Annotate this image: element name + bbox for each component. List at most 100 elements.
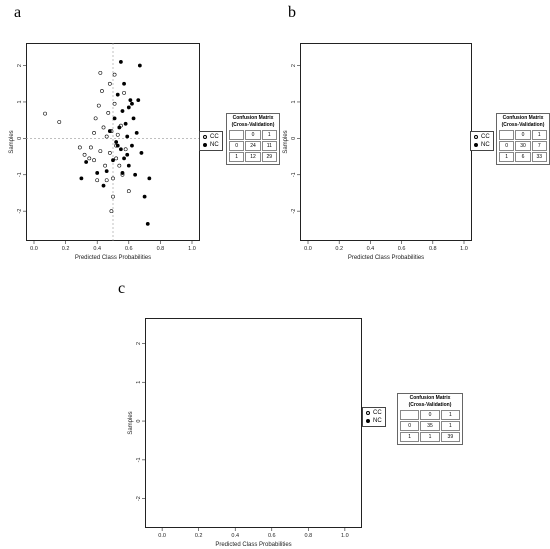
- data-point-nc: [126, 163, 131, 168]
- scatter-panel-b: [300, 43, 472, 241]
- data-point-nc: [107, 129, 112, 133]
- data-point-nc: [133, 172, 138, 177]
- confusion-matrix-title-line1: Confusion Matrix: [502, 115, 544, 121]
- filled-circle-icon: [366, 419, 370, 423]
- confusion-matrix-grid: 0 1 0 30 7 1 6 33: [497, 128, 549, 164]
- data-point-cc: [98, 70, 103, 75]
- data-point-cc: [111, 194, 115, 199]
- data-point-nc: [84, 160, 89, 164]
- data-point-cc: [107, 81, 112, 86]
- cm-cell: 35: [420, 421, 440, 431]
- legend-label-cc: CC: [210, 134, 219, 140]
- legend-entry-nc: NC: [474, 141, 490, 149]
- data-point-nc: [136, 98, 141, 103]
- x-axis-title: Predicted Class Probabilities: [215, 542, 291, 548]
- data-point-cc: [92, 130, 96, 135]
- data-point-cc: [98, 149, 103, 154]
- data-point-cc: [77, 145, 82, 150]
- data-point-cc: [109, 209, 114, 214]
- data-point-cc: [101, 125, 106, 130]
- open-circle-icon: [366, 411, 370, 415]
- cm-cell: 0: [245, 130, 261, 140]
- confusion-matrix-title-line2: (Cross-Validation): [408, 401, 452, 408]
- cm-cell: 1: [400, 432, 420, 442]
- data-point-nc: [79, 176, 84, 181]
- x-tick-label: 0.8: [304, 533, 312, 539]
- x-axis-title: Predicted Class Probabilities: [348, 255, 424, 261]
- cm-cell: 7: [531, 141, 547, 151]
- data-point-cc: [107, 151, 112, 155]
- y-tick-label: 2: [17, 64, 23, 67]
- data-point-nc: [123, 121, 128, 126]
- y-axis-title: Samples: [128, 411, 134, 434]
- legend-entry-cc: CC: [474, 133, 490, 141]
- cm-cell: 1: [499, 152, 515, 162]
- data-point-cc: [115, 132, 120, 137]
- y-tick-label: -1: [17, 172, 23, 177]
- data-point-nc: [95, 171, 100, 175]
- cm-cell: 29: [261, 152, 277, 162]
- confusion-matrix-title-line2: (Cross-Validation): [231, 121, 275, 128]
- data-point-cc: [92, 158, 96, 163]
- data-point-cc: [93, 116, 98, 121]
- y-tick-label: -1: [136, 457, 142, 462]
- confusion-matrix-title: Confusion Matrix (Cross-Validation): [497, 114, 549, 128]
- data-point-nc: [139, 151, 144, 155]
- filled-circle-icon: [203, 143, 207, 147]
- confusion-matrix-a: Confusion Matrix (Cross-Validation) 0 1 0…: [226, 113, 280, 165]
- cm-cell: 0: [420, 410, 440, 420]
- confusion-matrix-title-line1: Confusion Matrix: [232, 115, 274, 121]
- x-tick-label: 0.2: [62, 246, 70, 252]
- data-point-nc: [111, 158, 115, 163]
- cm-cell: [400, 410, 420, 420]
- data-point-nc: [131, 116, 136, 121]
- data-point-nc: [126, 105, 131, 110]
- scatter-panel-c: [145, 318, 362, 528]
- data-point-cc: [104, 178, 109, 183]
- x-tick-label: 0.0: [30, 246, 38, 252]
- cm-cell: [499, 130, 515, 140]
- data-point-nc: [120, 171, 125, 175]
- data-point-cc: [96, 103, 101, 108]
- x-axis-title: Predicted Class Probabilities: [75, 255, 151, 261]
- x-tick-label: 0.6: [125, 246, 133, 252]
- data-point-cc: [87, 156, 92, 161]
- data-point-nc: [142, 194, 147, 199]
- data-point-nc: [122, 81, 126, 86]
- legend-label-nc: NC: [373, 418, 382, 424]
- data-point-cc: [43, 111, 47, 116]
- y-tick-label: 1: [136, 381, 142, 384]
- data-point-nc: [115, 143, 120, 148]
- y-tick-label: 2: [291, 64, 297, 67]
- data-point-cc: [88, 145, 93, 150]
- data-point-nc: [115, 92, 120, 97]
- y-tick-label: -2: [291, 209, 297, 214]
- data-point-nc: [125, 134, 130, 139]
- data-point-cc: [100, 89, 104, 93]
- data-point-cc: [106, 110, 111, 115]
- legend-label-nc: NC: [210, 142, 219, 148]
- x-tick-label: 1.0: [341, 533, 349, 539]
- x-tick-label: 1.0: [188, 246, 196, 252]
- data-point-nc: [120, 109, 125, 113]
- data-point-nc: [145, 221, 150, 226]
- data-point-cc: [112, 72, 117, 77]
- data-point-nc: [112, 116, 117, 121]
- x-tick-label: 0.8: [157, 246, 165, 252]
- legend-entry-cc: CC: [203, 133, 219, 141]
- data-point-cc: [122, 90, 126, 95]
- cm-cell: 30: [515, 141, 531, 151]
- data-point-nc: [119, 60, 123, 64]
- legend-label-cc: CC: [373, 410, 382, 416]
- y-tick-label: -2: [136, 496, 142, 501]
- cm-cell: 1: [440, 410, 460, 420]
- legend-entry-cc: CC: [366, 409, 382, 417]
- confusion-matrix-title: Confusion Matrix (Cross-Validation): [227, 114, 279, 128]
- data-point-nc: [130, 101, 134, 106]
- cm-cell: 1: [440, 421, 460, 431]
- legend-a: CC NC: [199, 131, 223, 151]
- cm-cell: 0: [515, 130, 531, 140]
- y-tick-label: 2: [136, 342, 142, 345]
- x-tick-label: 0.4: [93, 246, 101, 252]
- cm-cell: 39: [440, 432, 460, 442]
